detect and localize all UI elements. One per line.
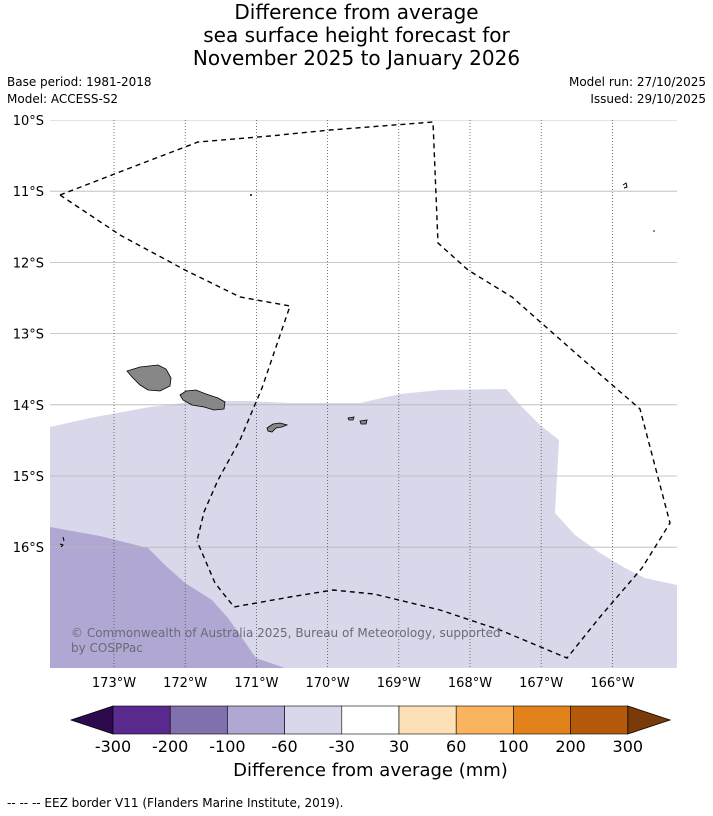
colorbar-label: Difference from average (mm) [233, 760, 508, 781]
eez-border-samoa [59, 194, 291, 542]
lat-tick-label: 15°S [13, 470, 44, 485]
lat-tick-label: 16°S [13, 541, 44, 556]
tau-island [359, 419, 368, 425]
anomaly-region-medium [50, 527, 285, 668]
swains-island [622, 182, 628, 189]
meta-right: Model run: 27/10/2025 Issued: 29/10/2025 [569, 74, 706, 108]
lon-tick-label: 173°W [92, 676, 136, 691]
model-run: Model run: 27/10/2025 [568, 75, 706, 89]
rose-atoll [250, 194, 252, 196]
lon-tick-label: 171°W [234, 676, 278, 691]
colorbar-segment [513, 705, 571, 735]
lat-tick-label: 12°S [13, 256, 44, 271]
colorbar-segment [284, 705, 343, 735]
lat-tick-label: 13°S [13, 328, 44, 343]
ofu-olosega-island [347, 416, 355, 421]
lon-tick-label: 166°W [590, 676, 634, 691]
colorbar-tick-label: 60 [446, 737, 466, 756]
title-line-3: November 2025 to January 2026 [192, 46, 521, 70]
eez-border-american-samoa [59, 121, 671, 659]
title-line-1: Difference from average [234, 0, 479, 24]
uvea-islet [59, 536, 65, 548]
colorbar-segment [341, 705, 400, 735]
colorbar-segment [570, 705, 629, 735]
model-name: Model: ACCESS-S2 [7, 92, 119, 106]
colorbar-tick-label: -60 [272, 737, 298, 756]
map-area [50, 120, 677, 668]
map-title: Difference from average sea surface heig… [0, 1, 713, 70]
lat-tick-label: 11°S [13, 185, 44, 200]
colorbar-tick-label: -300 [95, 737, 131, 756]
meta-left: Base period: 1981-2018 Model: ACCESS-S2 [7, 74, 152, 108]
copyright-notice: © Commonwealth of Australia 2025, Bureau… [71, 626, 501, 655]
lat-tick-label: 14°S [13, 399, 44, 414]
title-line-2: sea surface height forecast for [203, 23, 510, 47]
latitude-gridlines [50, 120, 677, 548]
colorbar-tick-label: 300 [613, 737, 644, 756]
lon-tick-label: 172°W [163, 676, 207, 691]
lon-tick-label: 167°W [519, 676, 563, 691]
colorbar-tick-label: 30 [389, 737, 409, 756]
upolu-island [179, 389, 226, 411]
lon-tick-label: 169°W [377, 676, 421, 691]
colorbar-tick-label: -200 [152, 737, 188, 756]
colorbar-segment [169, 705, 228, 735]
lon-tick-label: 168°W [448, 676, 492, 691]
colorbar-segment [227, 705, 285, 735]
colorbar-segment [112, 705, 171, 735]
colorbar-arrow-high [627, 705, 672, 735]
colorbar-tick-label: -100 [209, 737, 245, 756]
tokelau-islet [653, 230, 655, 232]
longitude-labels: 173°W 172°W 171°W 170°W 169°W 168°W 167°W 166°W [92, 676, 635, 691]
issued-date: Issued: 29/10/2025 [590, 92, 706, 106]
colorbar-arrow-low [69, 705, 114, 735]
colorbar-tick-label: -30 [329, 737, 355, 756]
colorbar: -300 -200 -100 -60 -30 30 60 100 200 300 [69, 705, 672, 756]
eez-footnote: -- -- -- EEZ border V11 (Flanders Marine… [7, 796, 344, 810]
lat-tick-label: 10°S [13, 114, 44, 129]
colorbar-tick-label: 100 [498, 737, 529, 756]
tutuila-island [266, 422, 289, 433]
colorbar-segment [398, 705, 457, 735]
colorbar-tick-label: 200 [555, 737, 586, 756]
latitude-labels: 10°S 11°S 12°S 13°S 14°S 15°S 16°S [13, 114, 44, 556]
savaii-island [126, 364, 172, 392]
base-period: Base period: 1981-2018 [7, 75, 152, 89]
lon-tick-label: 170°W [306, 676, 350, 691]
colorbar-segment [455, 705, 514, 735]
